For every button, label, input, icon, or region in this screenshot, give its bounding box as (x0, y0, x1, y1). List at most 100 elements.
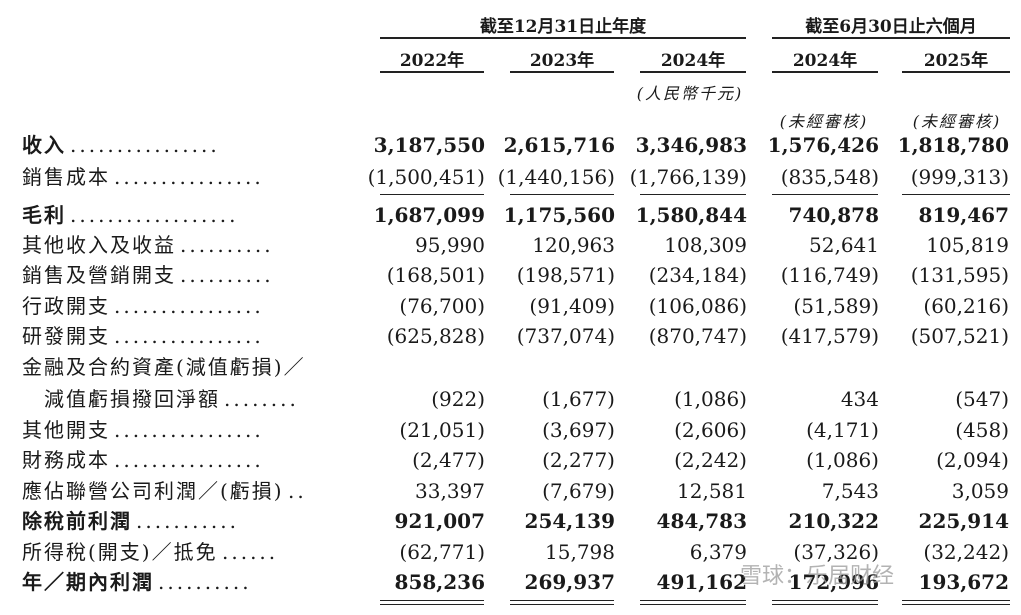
value-cell: (7,679) (542, 479, 615, 503)
table-row: 應佔聯營公司利潤／(虧損).. 33,397 (7,679) 12,581 7,543 3… (0, 476, 1021, 506)
leader-dots: ................ (114, 418, 264, 442)
leader-dots: ........ (224, 387, 299, 411)
table-row: 財務成本................ (2,477) (2,277) (2,242… (0, 445, 1021, 475)
row-label: 所得稅(開支)／抵免 (22, 540, 218, 564)
value-cell: 434 (840, 387, 879, 411)
value-cell: 740,878 (788, 203, 879, 227)
table-row: 減值虧損撥回淨額........ (922) (1,677) (1,086) 434 (5… (0, 384, 1021, 414)
value-cell: (737,074) (516, 324, 615, 348)
value-cell: (417,579) (780, 324, 879, 348)
value-cell: 254,139 (524, 509, 615, 533)
leader-dots: .......... (158, 570, 252, 594)
subtotal-rule-4 (772, 194, 878, 195)
value-cell: (60,216) (923, 294, 1009, 318)
row-label: 其他開支 (22, 418, 110, 442)
value-cell: (91,409) (529, 294, 615, 318)
value-cell: (37,326) (793, 540, 879, 564)
value-cell: 33,397 (415, 479, 485, 503)
year-rule-1 (380, 71, 484, 73)
subtotal-rule-3 (640, 194, 746, 195)
value-cell: (458) (955, 418, 1009, 442)
value-cell: (922) (431, 387, 485, 411)
row-label: 年／期內利潤 (22, 570, 154, 594)
subtotal-rule-5 (902, 194, 1010, 195)
value-cell: (2,477) (412, 448, 485, 472)
table-row: 除稅前利潤........... 921,007 254,139 484,783 210… (0, 506, 1021, 536)
leader-dots: .. (288, 479, 307, 503)
value-cell: 105,819 (926, 233, 1009, 257)
value-cell: 52,641 (809, 233, 879, 257)
value-cell: (1,677) (542, 387, 615, 411)
value-cell: 7,543 (821, 479, 879, 503)
value-cell: (4,171) (806, 418, 879, 442)
leader-dots: ...... (222, 540, 279, 564)
value-cell: (547) (955, 387, 1009, 411)
value-cell: 1,175,560 (503, 203, 615, 227)
value-cell: 921,007 (394, 509, 485, 533)
year-2025-interim: 2025年 (923, 51, 989, 71)
row-label: 收入 (22, 133, 66, 157)
unaudited-label-2: (未經審核) (912, 112, 1002, 131)
row-label: 行政開支 (22, 294, 110, 318)
leader-dots: .......... (180, 233, 274, 257)
year-rule-2 (510, 71, 614, 73)
value-cell: (1,086) (674, 387, 747, 411)
unaudited-label-1: (未經審核) (779, 112, 869, 131)
value-cell: (198,571) (516, 263, 615, 287)
value-cell: 172,996 (788, 570, 879, 594)
value-cell: (2,606) (674, 418, 747, 442)
table-row: 收入................ 3,187,550 2,615,716 3,34… (0, 130, 1021, 160)
year-2022: 2022年 (399, 51, 465, 71)
value-cell: (168,501) (386, 263, 485, 287)
value-cell: 484,783 (656, 509, 747, 533)
value-cell: (51,589) (793, 294, 879, 318)
value-cell: 269,937 (524, 570, 615, 594)
table-row: 金融及合約資產(減值虧損)／ (0, 352, 1021, 382)
value-cell: 2,615,716 (503, 133, 615, 157)
value-cell: (2,094) (936, 448, 1009, 472)
total-rule-2 (510, 600, 614, 605)
row-label: 銷售成本 (22, 165, 110, 189)
value-cell: (131,595) (910, 263, 1009, 287)
value-cell: (625,828) (386, 324, 485, 348)
value-cell: 120,963 (532, 233, 615, 257)
value-cell: 1,576,426 (767, 133, 879, 157)
value-cell: (21,051) (399, 418, 485, 442)
year-rule-4 (772, 71, 878, 73)
table-row: 其他開支................ (21,051) (3,697) (2,60… (0, 415, 1021, 445)
value-cell: 15,798 (545, 540, 615, 564)
value-cell: (507,521) (910, 324, 1009, 348)
value-cell: 95,990 (415, 233, 485, 257)
year-rule-3 (640, 71, 746, 73)
value-cell: (2,277) (542, 448, 615, 472)
year-rule-5 (902, 71, 1010, 73)
row-label: 銷售及營銷開支 (22, 263, 176, 287)
value-cell: (870,747) (648, 324, 747, 348)
value-cell: (1,440,156) (497, 165, 615, 189)
table-row: 其他收入及收益.......... 95,990 120,963 108,309 52,… (0, 230, 1021, 260)
header-annual-rule (380, 37, 746, 39)
table-row: 毛利.................. 1,687,099 1,175,560 1,… (0, 200, 1021, 230)
table-row: 行政開支................ (76,700) (91,409) (106… (0, 291, 1021, 321)
row-label: 財務成本 (22, 448, 110, 472)
value-cell: 6,379 (689, 540, 747, 564)
value-cell: (1,500,451) (367, 165, 485, 189)
leader-dots: ................ (114, 294, 264, 318)
value-cell: (999,313) (910, 165, 1009, 189)
subtotal-rule-2 (510, 194, 614, 195)
total-rule-5 (902, 600, 1010, 605)
value-cell: (32,242) (923, 540, 1009, 564)
table-row: 年／期內利潤.......... 858,236 269,937 491,162 172… (0, 567, 1021, 597)
row-label: 金融及合約資產(減值虧損)／ (22, 355, 306, 379)
value-cell: (835,548) (780, 165, 879, 189)
row-label: 除稅前利潤 (22, 509, 132, 533)
value-cell: 858,236 (394, 570, 485, 594)
leader-dots: ................ (114, 448, 264, 472)
subtotal-rule-1 (380, 194, 484, 195)
total-rule-3 (640, 600, 746, 605)
value-cell: 1,687,099 (373, 203, 485, 227)
row-label: 應佔聯營公司利潤／(虧損) (22, 479, 284, 503)
row-label: 毛利 (22, 203, 66, 227)
value-cell: (116,749) (780, 263, 879, 287)
value-cell: 12,581 (677, 479, 747, 503)
